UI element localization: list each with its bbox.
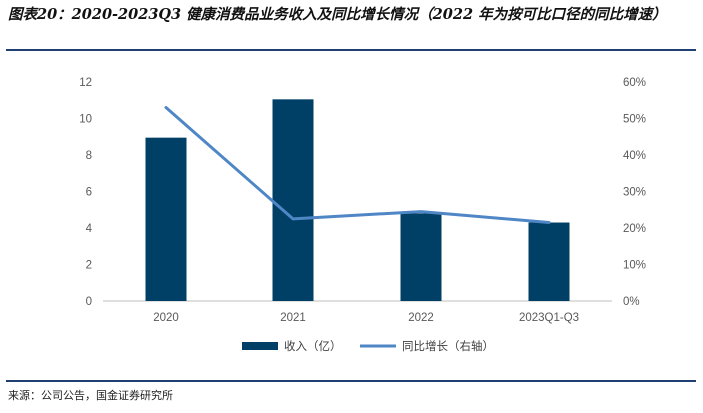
y-right-tick-label: 20% [623,223,646,235]
bar-2023q1-q3 [528,222,570,301]
x-tick-label: 2021 [280,312,306,324]
top-rule [6,49,696,51]
chart-title: 图表20：2020-2023Q3 健康消费品业务收入及同比增长情况（2022 年… [8,6,667,23]
legend-label-bar: 收入（亿） [284,339,342,353]
y-right-tick-label: 60% [623,77,646,89]
y-right-tick-label: 0% [623,296,640,308]
y-left-tick-label: 2 [86,260,92,272]
y-left-tick-label: 4 [86,223,93,235]
y-left-tick-label: 8 [86,150,92,162]
y-right-tick-label: 30% [623,187,646,199]
x-tick-label: 2022 [408,312,434,324]
legend-swatch-bar [242,342,278,350]
legend: 收入（亿） 同比增长（右轴） [242,339,494,353]
legend-label-line: 同比增长（右轴） [402,339,494,353]
bar-2020 [145,137,187,301]
growth-line [164,106,551,225]
y-left-tick-label: 12 [79,77,92,89]
plot-area: 0 2 4 6 8 10 12 0% 10% 20% 30% 40% 50% 60% 2020 2021 202… [79,77,646,324]
bar-2021 [272,99,314,302]
bottom-rule [6,380,696,382]
source-note: 来源：公司公告，国金证券研究所 [8,389,173,402]
y-left-tick-label: 6 [86,187,92,199]
y-right-tick-label: 50% [623,114,646,126]
y-right-tick-label: 10% [623,260,646,272]
y-left-tick-label: 10 [79,114,92,126]
y-left-tick-label: 0 [86,296,92,308]
x-tick-label: 2020 [153,312,179,324]
x-tick-label: 2023Q1-Q3 [519,312,579,324]
bar-2022 [400,213,442,301]
y-right-tick-label: 40% [623,150,646,162]
